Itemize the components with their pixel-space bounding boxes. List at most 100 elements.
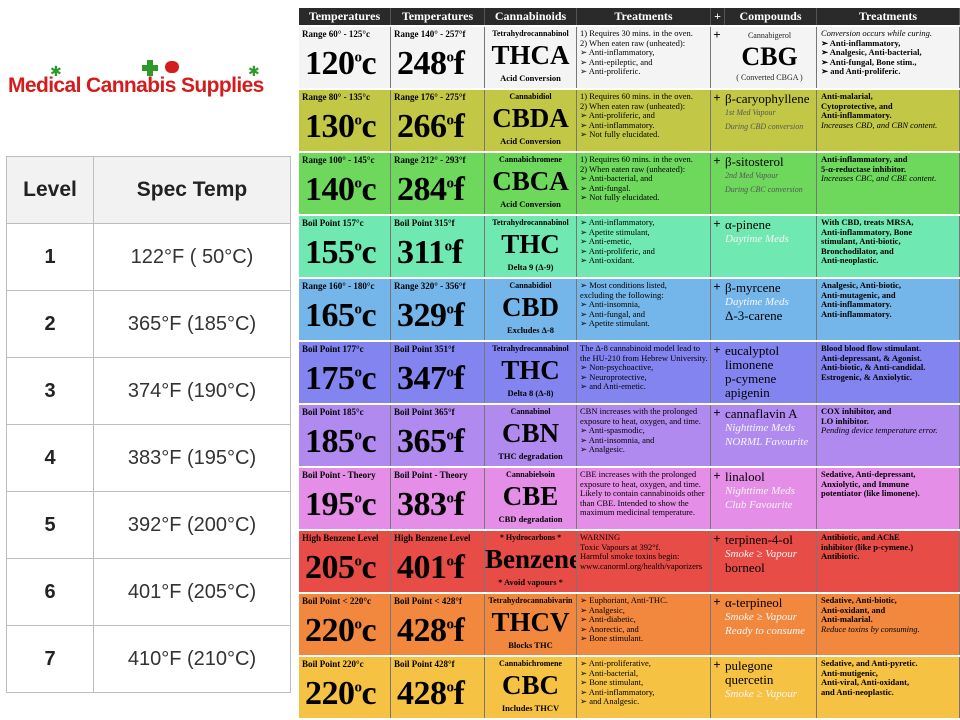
treatment-line: ➢ Anti-bacterial, bbox=[580, 667, 639, 678]
level-temperature-table: Level Spec Temp 1 122°F ( 50°C) 2 365°F (18… bbox=[6, 156, 291, 693]
compound-treatment-list: Anti-malarial, Cytoprotective, and Anti-in… bbox=[821, 91, 957, 130]
plus-sign: + bbox=[713, 153, 721, 168]
compound-treatment-list: Sedative, Anti-biotic, Anti-oxidant, and A… bbox=[821, 595, 957, 634]
level-cell: 7 bbox=[6, 625, 94, 693]
fahrenheit-range-label: Boil Point - Theory bbox=[394, 470, 468, 480]
treatment-line: www.canorml.org/health/vaporizers bbox=[580, 560, 703, 571]
plus-sign: + bbox=[713, 468, 721, 483]
treatment-line: ➢ Analgesic. bbox=[580, 444, 625, 455]
celsius-number: 205 bbox=[305, 549, 355, 586]
header-treatments: Treatments bbox=[577, 8, 711, 25]
compounds-cell: + eucalyptol limonene p-cymene apigenin bbox=[711, 342, 817, 403]
treatment-line: ➢ Apetite stimulant. bbox=[580, 318, 650, 329]
celsius-unit: c bbox=[361, 486, 377, 523]
cannabinoid-abbrev: CBDA bbox=[492, 103, 569, 133]
celsius-number: 175 bbox=[305, 360, 355, 397]
fahrenheit-unit: f bbox=[453, 45, 465, 82]
column-header-spec-temp: Spec Temp bbox=[93, 156, 291, 224]
compound-treatment-line: Increases CBC, and CBE content. bbox=[821, 173, 937, 184]
compound-treatment-line: Anti-malarial, bbox=[821, 91, 873, 101]
fahrenheit-number: 266 bbox=[397, 108, 447, 145]
level-cell: 4 bbox=[6, 424, 94, 492]
treatments-2-cell: Analgesic, Anti-biotic, Anti-mutagenic, a… bbox=[817, 279, 960, 340]
fahrenheit-number: 311 bbox=[397, 234, 445, 271]
treatment-line: ➢ Anti-inflammatory, bbox=[580, 47, 655, 58]
cannabinoid-cell: Cannabichromene CBC Includes THCV bbox=[485, 657, 577, 718]
ladybug-icon bbox=[165, 61, 179, 73]
treatment-list: ➢ Anti-inflammatory, ➢ Apetite stimulant,… bbox=[580, 217, 708, 266]
chart-row: Boil Point 220°c 220oc Boil Point 428°f 428… bbox=[299, 655, 960, 718]
compound-treatment-list: Sedative, and Anti-pyretic. Anti-mutigeni… bbox=[821, 658, 957, 697]
spec-temp-cell: 374°F (190°C) bbox=[93, 357, 291, 425]
treatment-line: maximum medicinal temperature. bbox=[580, 507, 695, 518]
compound-treatment-line: ➢ Analgesic, Anti-bacterial, bbox=[821, 47, 922, 58]
cannabinoid-full-name: Tetrahydrocannabinol bbox=[492, 344, 569, 353]
compounds-cell: + terpinen-4-ol Smoke ≥ Vapour borneol bbox=[711, 531, 817, 592]
compound-treatment-line: Analgesic, Anti-biotic, bbox=[821, 280, 902, 290]
treatment-line: ➢ Not fully elucidated. bbox=[580, 129, 660, 140]
compound-treatment-list: Sedative, Anti-depressant, Anxiolytic, an… bbox=[821, 469, 957, 499]
treatments-cell: 1) Requires 30 mins. in the oven. 2) When… bbox=[577, 27, 711, 88]
fahrenheit-unit: f bbox=[453, 297, 465, 334]
treatment-line: ➢ Anti-epileptic, and bbox=[580, 56, 653, 67]
fahrenheit-number: 284 bbox=[397, 171, 447, 208]
fahrenheit-unit: f bbox=[453, 423, 465, 460]
celsius-number: 155 bbox=[305, 234, 355, 271]
compound-line: Nighttime Meds bbox=[725, 485, 795, 497]
celsius-unit: c bbox=[361, 108, 377, 145]
treatments-2-cell: Conversion occurs while curing. ➢ Anti-in… bbox=[817, 27, 960, 88]
treatment-line: ➢ Non-psychoactive, bbox=[580, 362, 654, 373]
cannabinoid-full-name: Cannabidiol bbox=[509, 92, 552, 101]
level-cell: 3 bbox=[6, 357, 94, 425]
celsius-cell: Range 80° - 135°c 130oc bbox=[299, 90, 391, 151]
compounds-cell: + β-sitosterol 2nd Med Vapour During CBC co… bbox=[711, 153, 817, 214]
cannabinoid-full-name: Tetrahydrocannabivarin bbox=[488, 596, 573, 605]
fahrenheit-range-label: High Benzene Level bbox=[394, 533, 471, 543]
table-header-row: Level Spec Temp bbox=[6, 156, 291, 224]
fahrenheit-cell: Boil Point - Theory 383of bbox=[391, 468, 485, 529]
cannabinoid-abbrev: Benzene bbox=[485, 544, 577, 574]
fahrenheit-unit: f bbox=[453, 171, 465, 208]
degree-sign: o bbox=[446, 49, 455, 66]
compound-line: p-cymene bbox=[725, 371, 777, 386]
plus-sign: + bbox=[713, 27, 721, 42]
treatment-list: ➢ Euphoriant, Anti-THC. ➢ Analgesic, ➢ Ant… bbox=[580, 595, 708, 644]
treatments-cell: CBE increases with the prolonged exposure… bbox=[577, 468, 711, 529]
spec-temp-cell: 410°F (210°C) bbox=[93, 625, 291, 693]
compound-treatment-list: COX inhibitor, and LO inhibitor. Pending d… bbox=[821, 406, 957, 436]
degree-sign: o bbox=[446, 427, 455, 444]
celsius-unit: c bbox=[361, 423, 377, 460]
cannabinoid-cell: Cannabielsoin CBE CBD degradation bbox=[485, 468, 577, 529]
compounds-cell: + pulegone quercetin Smoke ≥ Vapour bbox=[711, 657, 817, 718]
treatment-line: ➢ Anti-inflammatory. bbox=[580, 119, 655, 130]
fahrenheit-range-label: Boil Point 365°f bbox=[394, 407, 455, 417]
logo-text: Medical Cannabis Supplies bbox=[8, 74, 264, 97]
fahrenheit-number: 347 bbox=[397, 360, 447, 397]
treatment-line: ➢ Anti-proliferic. bbox=[580, 66, 641, 77]
cannabinoid-cell: Cannabidiol CBD Excludes Δ-8 bbox=[485, 279, 577, 340]
compound-list: β-myrcene Daytime Meds Δ-3-carene bbox=[725, 281, 814, 323]
cannabinoid-note: Acid Conversion bbox=[500, 73, 561, 83]
header-treatments-2: Treatments bbox=[817, 8, 960, 25]
cannabinoid-note: Acid Conversion bbox=[500, 199, 561, 209]
cannabinoid-full-name: Tetrahydrocannabinol bbox=[492, 218, 569, 227]
compound-list: linalool Nighttime Meds Club Favourite bbox=[725, 470, 814, 512]
degree-sign: o bbox=[446, 616, 455, 633]
fahrenheit-value: 311of bbox=[397, 234, 463, 272]
compound-treatment-line: Increases CBD, and CBN content. bbox=[821, 119, 938, 130]
celsius-cell: Boil Point 177°c 175oc bbox=[299, 342, 391, 403]
chart-row: Boil Point < 220°c 220oc Boil Point < 428°… bbox=[299, 592, 960, 655]
compound-treatment-line: 5-α-reductase inhibitor. bbox=[821, 163, 907, 174]
celsius-unit: c bbox=[361, 234, 377, 271]
compound-treatment-line: With CBD, treats MRSA, bbox=[821, 217, 914, 227]
spec-temp-cell: 392°F (200°C) bbox=[93, 491, 291, 559]
celsius-unit: c bbox=[361, 297, 377, 334]
treatment-line: ➢ Anti-bacterial, and bbox=[580, 173, 653, 184]
fahrenheit-value: 347of bbox=[397, 360, 465, 398]
compound-line: NORML Favourite bbox=[725, 436, 809, 448]
cannabinoid-abbrev: CBN bbox=[501, 418, 559, 448]
treatment-line: ➢ Anti-fungal. bbox=[580, 182, 631, 193]
treatment-line: Likely to contain cannabinoids other bbox=[580, 488, 705, 499]
celsius-cell: Boil Point 185°c 185oc bbox=[299, 405, 391, 466]
celsius-range-label: Boil Point 177°c bbox=[302, 344, 364, 354]
